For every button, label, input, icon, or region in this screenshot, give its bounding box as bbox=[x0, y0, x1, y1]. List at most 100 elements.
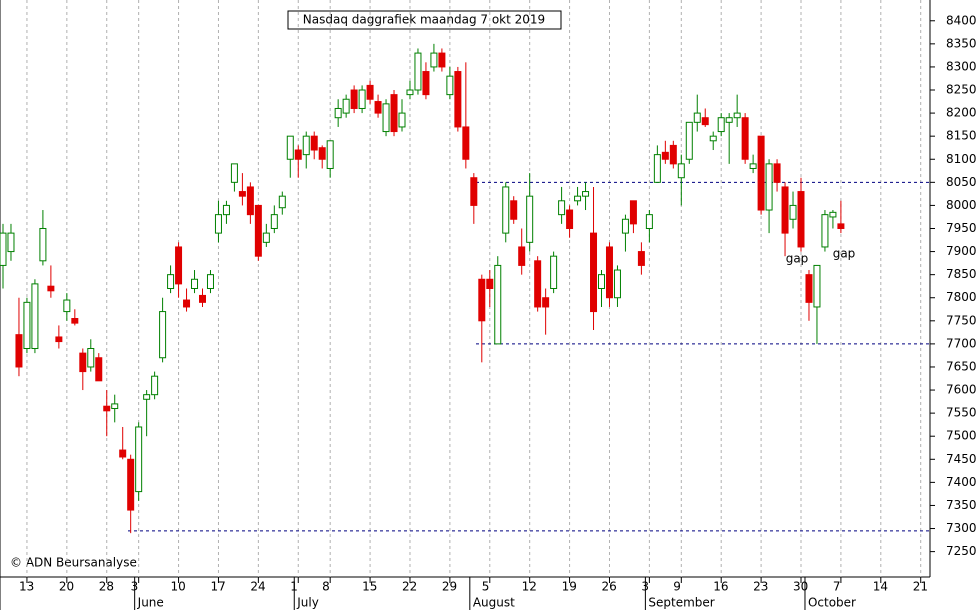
y-tick-label: 7300 bbox=[946, 521, 977, 535]
candle-body bbox=[358, 89, 366, 109]
candle-body bbox=[534, 260, 542, 308]
x-tick-label: 10 bbox=[171, 580, 186, 594]
candle-body bbox=[238, 191, 246, 197]
candle-body bbox=[733, 112, 741, 119]
x-tick-label: 9 bbox=[673, 580, 681, 594]
candle-body bbox=[621, 218, 629, 234]
candle-body bbox=[837, 223, 845, 229]
candle-body bbox=[71, 318, 79, 324]
candle-body bbox=[294, 149, 302, 160]
x-tick-label: 23 bbox=[753, 580, 768, 594]
month-label: June bbox=[137, 596, 164, 610]
candle-body bbox=[151, 375, 159, 396]
candle-body bbox=[789, 204, 797, 220]
chart-title: Nasdaq daggrafiek maandag 7 okt 2019 bbox=[303, 13, 545, 27]
y-tick-label: 7850 bbox=[946, 267, 977, 281]
candle-body bbox=[709, 135, 717, 142]
candle-body bbox=[191, 278, 199, 290]
candle-body bbox=[270, 214, 278, 229]
x-tick-label: 16 bbox=[713, 580, 728, 594]
candle-body bbox=[558, 200, 566, 216]
candle-body bbox=[502, 186, 510, 234]
candle-body bbox=[382, 103, 390, 133]
candle-body bbox=[590, 232, 598, 313]
candle-body bbox=[143, 394, 151, 400]
x-tick-label: 14 bbox=[873, 580, 888, 594]
y-tick-label: 8200 bbox=[946, 106, 977, 120]
candle-body bbox=[701, 117, 709, 126]
candle-body bbox=[717, 117, 725, 133]
y-tick-label: 8400 bbox=[946, 13, 977, 27]
candle-body bbox=[135, 426, 143, 493]
candle-body bbox=[773, 163, 781, 183]
candle-body bbox=[366, 84, 374, 100]
candle-body bbox=[797, 191, 805, 248]
x-tick-label: 30 bbox=[793, 580, 808, 594]
candle-body bbox=[566, 209, 574, 229]
candle-body bbox=[15, 334, 23, 368]
candle-body bbox=[222, 204, 230, 216]
candle-body bbox=[446, 75, 454, 96]
candle-body bbox=[454, 71, 462, 128]
candle-body bbox=[127, 458, 135, 511]
y-tick-label: 7650 bbox=[946, 359, 977, 373]
candle-body bbox=[550, 255, 558, 289]
candle-body bbox=[95, 357, 103, 382]
x-tick-label: 15 bbox=[362, 580, 377, 594]
candle-body bbox=[374, 101, 382, 114]
candle-body bbox=[79, 352, 87, 373]
x-tick-label: 19 bbox=[562, 580, 577, 594]
candle-body bbox=[438, 52, 446, 68]
candle-body bbox=[462, 126, 470, 160]
candle-body bbox=[310, 135, 318, 151]
candle-body bbox=[685, 121, 693, 160]
candle-body bbox=[206, 274, 214, 290]
candle-body bbox=[677, 163, 685, 179]
y-tick-label: 7600 bbox=[946, 383, 977, 397]
candle-body bbox=[326, 140, 334, 169]
candle-body bbox=[350, 89, 358, 109]
candle-body bbox=[653, 154, 661, 183]
x-tick-label: 28 bbox=[99, 580, 114, 594]
candle-body bbox=[47, 285, 55, 292]
candle-body bbox=[262, 232, 270, 243]
candle-body bbox=[486, 278, 494, 290]
candle-body bbox=[159, 311, 167, 359]
candle-body bbox=[613, 269, 621, 299]
candle-body bbox=[829, 211, 837, 218]
candle-body bbox=[167, 274, 175, 290]
candle-body bbox=[103, 405, 111, 412]
y-tick-label: 7550 bbox=[946, 406, 977, 420]
y-tick-label: 7350 bbox=[946, 498, 977, 512]
x-tick-label: 29 bbox=[442, 580, 457, 594]
candle-body bbox=[302, 135, 310, 156]
y-tick-label: 7950 bbox=[946, 221, 977, 235]
candle-body bbox=[757, 135, 765, 211]
candle-body bbox=[23, 301, 31, 350]
x-tick-label: 26 bbox=[601, 580, 616, 594]
y-tick-label: 7250 bbox=[946, 544, 977, 558]
y-tick-label: 8300 bbox=[946, 59, 977, 73]
y-tick-label: 7450 bbox=[946, 452, 977, 466]
candle-body bbox=[278, 195, 286, 209]
candle-body bbox=[518, 246, 526, 266]
y-tick-label: 8150 bbox=[946, 129, 977, 143]
candle-body bbox=[334, 107, 342, 119]
candle-body bbox=[55, 336, 63, 343]
y-tick-label: 7700 bbox=[946, 336, 977, 350]
y-tick-label: 7500 bbox=[946, 429, 977, 443]
y-tick-label: 8050 bbox=[946, 175, 977, 189]
candle-body bbox=[119, 449, 127, 458]
candle-body bbox=[582, 191, 590, 197]
candle-body bbox=[7, 232, 15, 253]
candle-body bbox=[598, 274, 605, 290]
candle-body bbox=[741, 117, 749, 160]
candle-body bbox=[526, 195, 534, 243]
annotation: gap bbox=[833, 247, 856, 261]
candle-body bbox=[494, 264, 502, 345]
candle-body bbox=[87, 348, 95, 368]
candle-body bbox=[629, 200, 637, 225]
candle-body bbox=[286, 135, 294, 160]
candle-body bbox=[111, 403, 119, 410]
candle-body bbox=[605, 246, 613, 299]
